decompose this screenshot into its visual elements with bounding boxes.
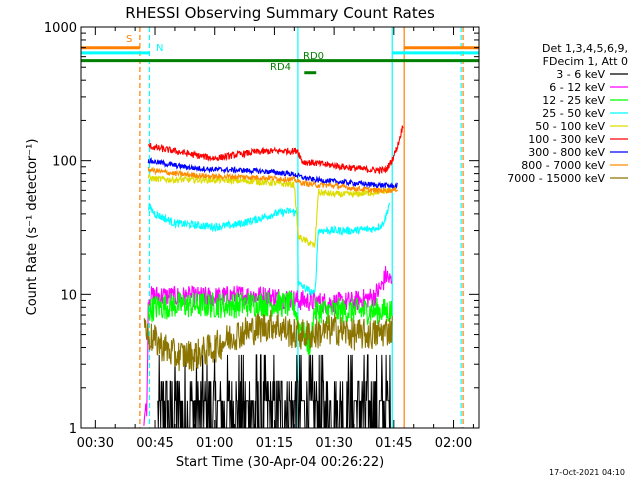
y-tick-label-1: 10: [60, 288, 77, 303]
series-line-2: [147, 289, 393, 356]
x-tick-label-5: 01:45: [375, 436, 412, 451]
legend: Det 1,3,4,5,6,9,FDecim 1, Att 03 - 6 keV…: [507, 42, 628, 185]
y-tick-label-3: 1000: [44, 21, 77, 36]
footer-timestamp: 17-Oct-2021 04:10: [549, 468, 625, 477]
legend-label-4: 50 - 100 keV: [535, 120, 605, 133]
y-tick-label-2: 100: [52, 155, 77, 170]
x-tick-label-3: 01:15: [256, 436, 293, 451]
legend-label-3: 25 - 50 keV: [542, 107, 605, 120]
series-line-0: [157, 354, 392, 428]
x-tick-label-4: 01:30: [315, 436, 352, 451]
legend-label-7: 800 - 7000 keV: [521, 159, 605, 172]
legend-label-8: 7000 - 15000 keV: [507, 172, 605, 185]
x-tick-label-0: 00:30: [77, 436, 114, 451]
legend-label-5: 100 - 300 keV: [528, 133, 605, 146]
y-axis-label: Count Rate (s⁻¹ detector⁻¹): [25, 139, 40, 316]
series-line-8: [143, 309, 393, 372]
legend-label-2: 12 - 25 keV: [542, 94, 605, 107]
legend-header-1: FDecim 1, Att 0: [543, 55, 628, 68]
x-tick-label-2: 01:00: [196, 436, 233, 451]
x-tick-label-6: 02:00: [435, 436, 472, 451]
legend-label-1: 6 - 12 keV: [549, 81, 605, 94]
x-axis-label: Start Time (30-Apr-04 00:26:22): [176, 455, 384, 470]
series-line-7: [147, 166, 399, 195]
status-label-rd4: RD4: [270, 62, 291, 73]
series-line-6: [147, 157, 399, 190]
status-label-n: N: [156, 43, 163, 54]
legend-label-0: 3 - 6 keV: [556, 68, 605, 81]
plot-frame: [80, 26, 480, 429]
y-tick-label-0: 1: [69, 422, 77, 437]
series-line-4: [147, 172, 390, 248]
series-line-3: [147, 202, 391, 296]
x-tick-label-1: 00:45: [136, 436, 173, 451]
series-line-5: [147, 125, 404, 175]
chart-title: RHESSI Observing Summary Count Rates: [125, 4, 435, 22]
status-label-rd0: RD0: [303, 51, 324, 62]
status-label-s: S: [126, 34, 132, 45]
axis-layer: S N RD0 RD4 00:30 00:45 01:00 01:15 01:30 01:45 02…: [44, 21, 479, 451]
data-layer: [81, 27, 479, 428]
legend-header-0: Det 1,3,4,5,6,9,: [542, 42, 628, 55]
legend-label-6: 300 - 800 keV: [528, 146, 605, 159]
